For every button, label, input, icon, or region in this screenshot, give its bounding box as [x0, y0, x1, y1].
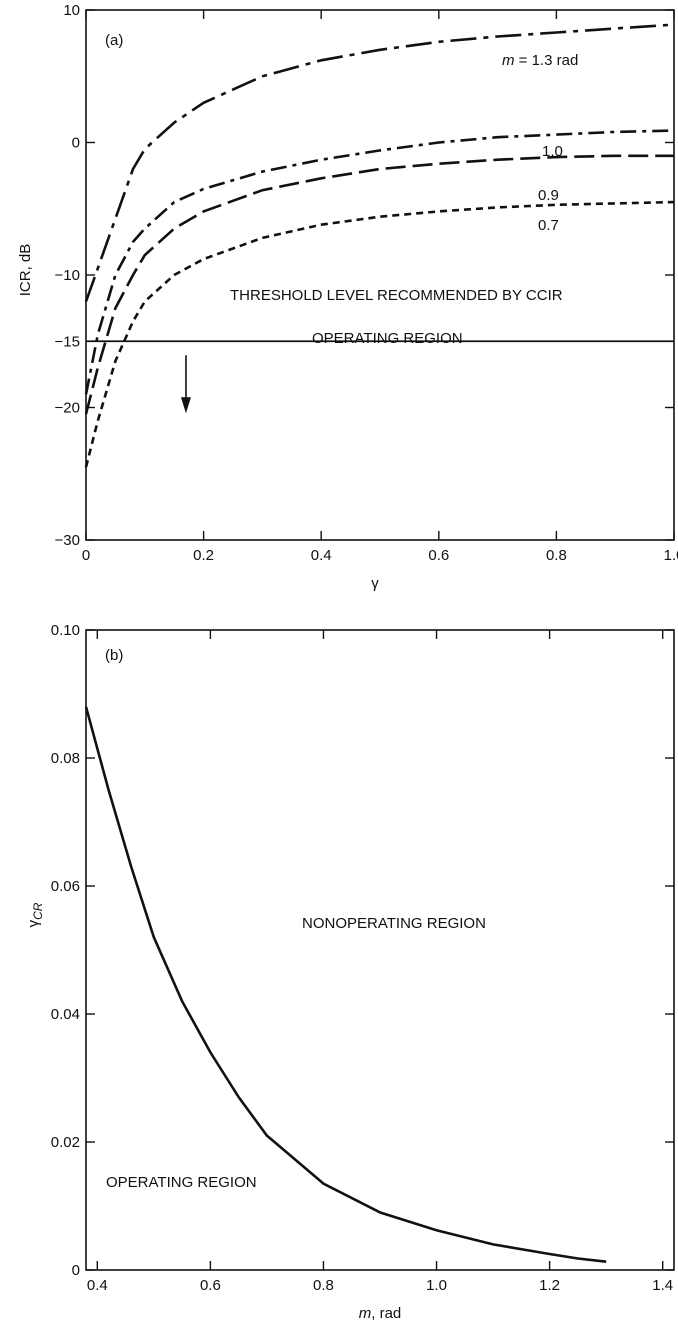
threshold-arrow-head — [180, 397, 191, 414]
series-label-07: 0.7 — [538, 217, 559, 234]
b-xtick-label-2: 0.8 — [313, 1277, 334, 1294]
a-series-1 — [84, 129, 675, 395]
y-axis-label-a: ICR, dB — [17, 244, 34, 297]
b-ytick-label-0: 0.10 — [51, 622, 80, 639]
panel-b: (b) 0.4 0.6 0.8 1.0 1.2 1.40.100.080.060.040.… — [25, 622, 675, 1322]
b-ytick-label-3: 0.04 — [51, 1006, 80, 1023]
a-series-0 — [84, 23, 675, 302]
panel-a-ticks: 0 0.2 0.4 0.6 0.8 1.0 10 0 −10 −15 −20 −30 — [55, 2, 678, 564]
a-ytick-label-1: 0 — [72, 135, 80, 152]
panel-b-frame — [85, 629, 675, 1271]
panel-a-label: (a) — [105, 32, 123, 49]
a-ytick-label-5: −30 — [55, 532, 80, 549]
y-axis-label-b: γCR — [25, 902, 45, 927]
series-label-m13: m = 1.3 rad — [502, 52, 578, 69]
a-ytick-label-0: 10 — [63, 2, 80, 19]
x-axis-label-a: γ — [371, 575, 379, 592]
b-ytick-label-1: 0.08 — [51, 750, 80, 767]
a-xtick-label-5: 1.0 — [664, 547, 678, 564]
panel-a-curves — [84, 23, 675, 468]
a-xtick-label-1: 0.2 — [193, 547, 214, 564]
a-xtick-label-0: 0 — [82, 547, 90, 564]
series-label-09: 0.9 — [538, 187, 559, 204]
a-xtick-label-3: 0.6 — [428, 547, 449, 564]
series-label-10: 1.0 — [542, 143, 563, 160]
b-xtick-label-4: 1.2 — [539, 1277, 560, 1294]
a-ytick-label-2: −10 — [55, 267, 80, 284]
b-xtick-label-1: 0.6 — [200, 1277, 221, 1294]
b-series-0 — [84, 706, 607, 1263]
a-ytick-label-3: −15 — [55, 333, 80, 350]
a-series-3 — [84, 200, 675, 468]
a-xtick-label-4: 0.8 — [546, 547, 567, 564]
panel-b-ticks: 0.4 0.6 0.8 1.0 1.2 1.4 0.10 0.08 0.06 0.04 0.02 0 — [51, 622, 674, 1294]
a-xtick-label-2: 0.4 — [311, 547, 332, 564]
threshold-label: THRESHOLD LEVEL RECOMMENDED BY CCIR — [230, 287, 563, 304]
a-series-2 — [84, 154, 674, 415]
panel-a: (a) 0 0.2 0.4 0.6 0.8 1.0 10 0 −10 −15 −20 −30 THRE… — [17, 2, 678, 592]
panel-b-label: (b) — [105, 647, 123, 664]
b-ytick-label-2: 0.06 — [51, 878, 80, 895]
x-axis-label-b: m, rad — [359, 1305, 402, 1322]
b-ytick-label-4: 0.02 — [51, 1134, 80, 1151]
b-xtick-label-5: 1.4 — [652, 1277, 673, 1294]
operating-region-label-b: OPERATING REGION — [106, 1174, 257, 1191]
b-ytick-label-5: 0 — [72, 1262, 80, 1279]
a-ytick-label-4: −20 — [55, 400, 80, 417]
b-xtick-label-3: 1.0 — [426, 1277, 447, 1294]
panel-b-curves — [84, 706, 607, 1263]
nonoperating-region-label: NONOPERATING REGION — [302, 915, 486, 932]
b-xtick-label-0: 0.4 — [87, 1277, 108, 1294]
operating-region-label-a: OPERATING REGION — [312, 330, 463, 347]
